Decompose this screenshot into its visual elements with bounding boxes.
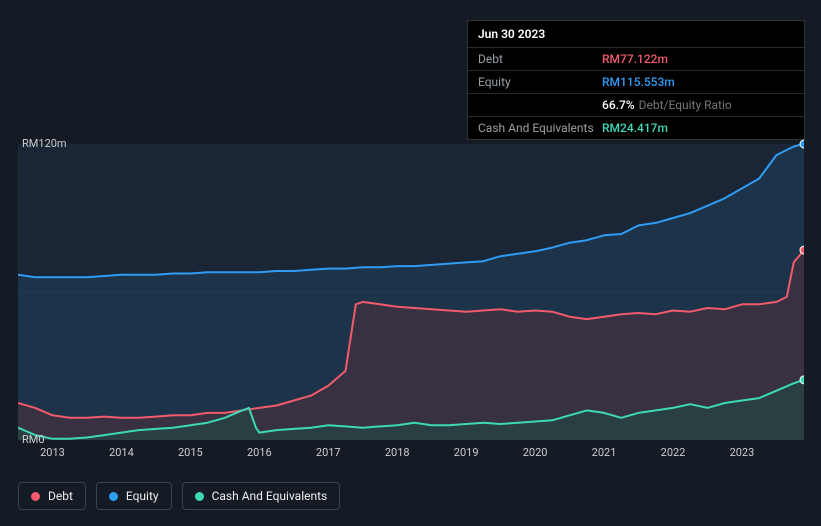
tooltip-row: 66.7% Debt/Equity Ratio	[468, 93, 804, 116]
tooltip-row: EquityRM115.553m	[468, 70, 804, 93]
tooltip-row: DebtRM77.122m	[468, 47, 804, 70]
x-axis-label: 2014	[109, 446, 134, 459]
chart-svg	[18, 124, 804, 464]
tooltip-row-label	[478, 98, 602, 112]
chart-legend: Debt Equity Cash And Equivalents	[18, 482, 340, 510]
legend-item[interactable]: Equity	[96, 482, 172, 510]
legend-label: Equity	[126, 489, 159, 503]
x-axis-label: 2020	[523, 446, 548, 459]
legend-dot-icon	[31, 492, 40, 501]
legend-item[interactable]: Cash And Equivalents	[182, 482, 341, 510]
x-axis-label: 2018	[385, 446, 410, 459]
x-axis-label: 2021	[592, 446, 617, 459]
x-axis-label: 2023	[730, 446, 755, 459]
tooltip-row-value: RM77.122m	[602, 52, 668, 66]
chart-area[interactable]: RM0 RM120m	[18, 124, 804, 464]
y-axis-label: RM120m	[22, 137, 67, 150]
x-axis-labels: 2013 2014 2015 2016 2017 2018 2019 2020 2021 2022…	[18, 446, 804, 466]
x-axis-label: 2015	[178, 446, 203, 459]
legend-dot-icon	[195, 492, 204, 501]
x-axis-label: 2019	[454, 446, 479, 459]
chart-tooltip: Jun 30 2023 DebtRM77.122mEquityRM115.553…	[467, 20, 805, 140]
tooltip-row-value: 66.7%	[602, 98, 635, 112]
x-axis-label: 2016	[247, 446, 272, 459]
tooltip-row-label: Debt	[478, 52, 602, 66]
tooltip-row-extra: Debt/Equity Ratio	[639, 98, 732, 112]
x-axis-label: 2013	[40, 446, 65, 459]
x-axis-label: 2017	[316, 446, 341, 459]
legend-label: Debt	[48, 489, 73, 503]
legend-dot-icon	[109, 492, 118, 501]
legend-label: Cash And Equivalents	[212, 489, 328, 503]
tooltip-row-label: Equity	[478, 75, 602, 89]
y-axis-label: RM0	[22, 433, 45, 446]
tooltip-date: Jun 30 2023	[468, 21, 804, 47]
legend-item[interactable]: Debt	[18, 482, 86, 510]
tooltip-row-value: RM115.553m	[602, 75, 675, 89]
x-axis-label: 2022	[661, 446, 686, 459]
